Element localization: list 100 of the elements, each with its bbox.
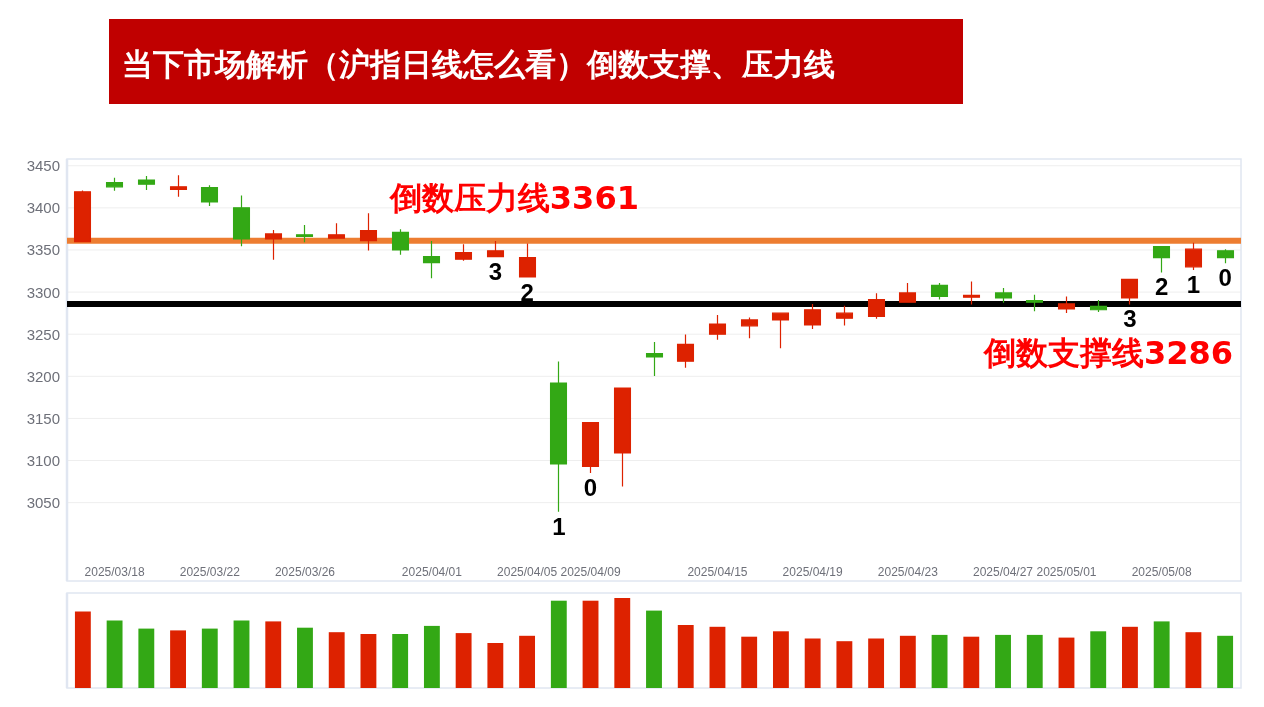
text: 3 xyxy=(488,258,503,286)
candlestick xyxy=(771,312,790,349)
y-tick-label: 3400 xyxy=(26,199,60,217)
x-tick-label: 2025/04/19 xyxy=(782,565,843,579)
x-tick-label: 2025/04/01 xyxy=(401,565,463,579)
bar xyxy=(868,638,885,688)
candlestick xyxy=(549,361,568,512)
y-tick-label: 3200 xyxy=(26,367,60,385)
candlestick xyxy=(486,240,505,258)
bar xyxy=(265,621,282,688)
candlestick xyxy=(581,422,600,473)
candlestick xyxy=(645,342,664,377)
x-tick-label: 2025/05/01 xyxy=(1036,565,1097,579)
x-tick-label: 2025/05/08 xyxy=(1131,565,1193,579)
bar xyxy=(487,643,504,688)
candlestick xyxy=(994,288,1013,303)
bar xyxy=(1026,634,1043,688)
text: 2 xyxy=(520,278,534,306)
x-tick-label: 2025/04/05 xyxy=(497,565,558,579)
candlestick xyxy=(232,195,251,247)
y-tick-label: 3350 xyxy=(26,241,60,259)
bar xyxy=(138,628,155,688)
bar xyxy=(582,600,599,688)
candlestick xyxy=(835,305,854,326)
y-tick-label: 3150 xyxy=(26,409,60,427)
candlestick xyxy=(391,229,410,255)
text: 3 xyxy=(1123,305,1137,333)
x-tick-label: 2025/04/15 xyxy=(687,565,748,579)
bar xyxy=(772,631,789,688)
bar xyxy=(646,610,662,688)
candlestick xyxy=(295,224,314,243)
candlestick xyxy=(169,175,188,197)
candlestick xyxy=(1025,294,1044,312)
bar xyxy=(1185,632,1202,688)
text: 1 xyxy=(1186,270,1201,298)
bar xyxy=(614,598,631,688)
candlestick xyxy=(803,304,822,329)
ref-line-label: 倒数支撑线3286 xyxy=(982,333,1233,372)
y-tick-label: 3100 xyxy=(26,452,60,470)
bar xyxy=(550,600,567,688)
bar xyxy=(1122,626,1138,688)
bar xyxy=(931,634,948,688)
candlestick xyxy=(962,281,981,305)
x-tick-label: 2025/04/23 xyxy=(877,565,939,579)
candlestick xyxy=(264,230,283,260)
candlestick xyxy=(518,243,537,278)
ref-line-label: 倒数压力线3361 xyxy=(388,178,639,217)
x-tick-label: 2025/03/22 xyxy=(179,565,241,579)
y-tick-label: 3300 xyxy=(26,283,60,301)
bar xyxy=(836,641,853,688)
candlestick xyxy=(708,315,727,340)
bar xyxy=(328,632,345,688)
y-tick-label: 3450 xyxy=(26,157,60,175)
candlestick xyxy=(137,176,156,190)
x-tick-label: 2025/03/26 xyxy=(274,565,336,579)
bar xyxy=(963,636,980,688)
candlestick xyxy=(867,293,886,319)
bar xyxy=(423,625,440,688)
candlestick xyxy=(1216,249,1235,264)
text: 0 xyxy=(1218,264,1232,292)
bar xyxy=(106,620,123,688)
bar xyxy=(360,634,377,688)
y-tick-label: 3250 xyxy=(26,325,60,343)
bar xyxy=(519,635,536,688)
candlestick xyxy=(898,283,917,303)
chart-title: 当下市场解析（沪指日线怎么看）倒数支撑、压力线 xyxy=(122,46,835,82)
candlestick xyxy=(1120,278,1139,305)
bar xyxy=(709,626,726,688)
candlestick xyxy=(422,240,441,279)
bar xyxy=(995,634,1011,688)
candlestick xyxy=(359,213,378,251)
candlestick xyxy=(73,190,92,243)
text: 0 xyxy=(583,473,598,501)
candlestick xyxy=(740,317,759,339)
y-tick-label: 3050 xyxy=(26,494,60,512)
candlestick xyxy=(1089,299,1108,313)
candlestick xyxy=(454,244,473,261)
candlestick xyxy=(613,387,632,487)
candlestick xyxy=(1152,246,1171,273)
bar xyxy=(741,636,758,688)
bar xyxy=(899,635,916,688)
bar xyxy=(74,611,91,688)
bar xyxy=(1217,635,1234,688)
candlestick xyxy=(676,334,695,368)
bar xyxy=(392,634,409,688)
bar xyxy=(677,625,694,688)
bar xyxy=(1153,621,1170,688)
bar xyxy=(1090,631,1107,688)
candlestick xyxy=(930,283,949,300)
text: 2 xyxy=(1155,273,1169,301)
bar xyxy=(201,628,218,688)
candlestick xyxy=(200,185,219,206)
bar xyxy=(804,638,821,688)
candlestick xyxy=(327,223,346,239)
candlestick xyxy=(105,177,124,191)
bar xyxy=(297,627,313,688)
bar xyxy=(233,620,250,688)
candlestick xyxy=(1057,296,1076,313)
text: 1 xyxy=(552,512,566,540)
bar xyxy=(1058,637,1075,688)
